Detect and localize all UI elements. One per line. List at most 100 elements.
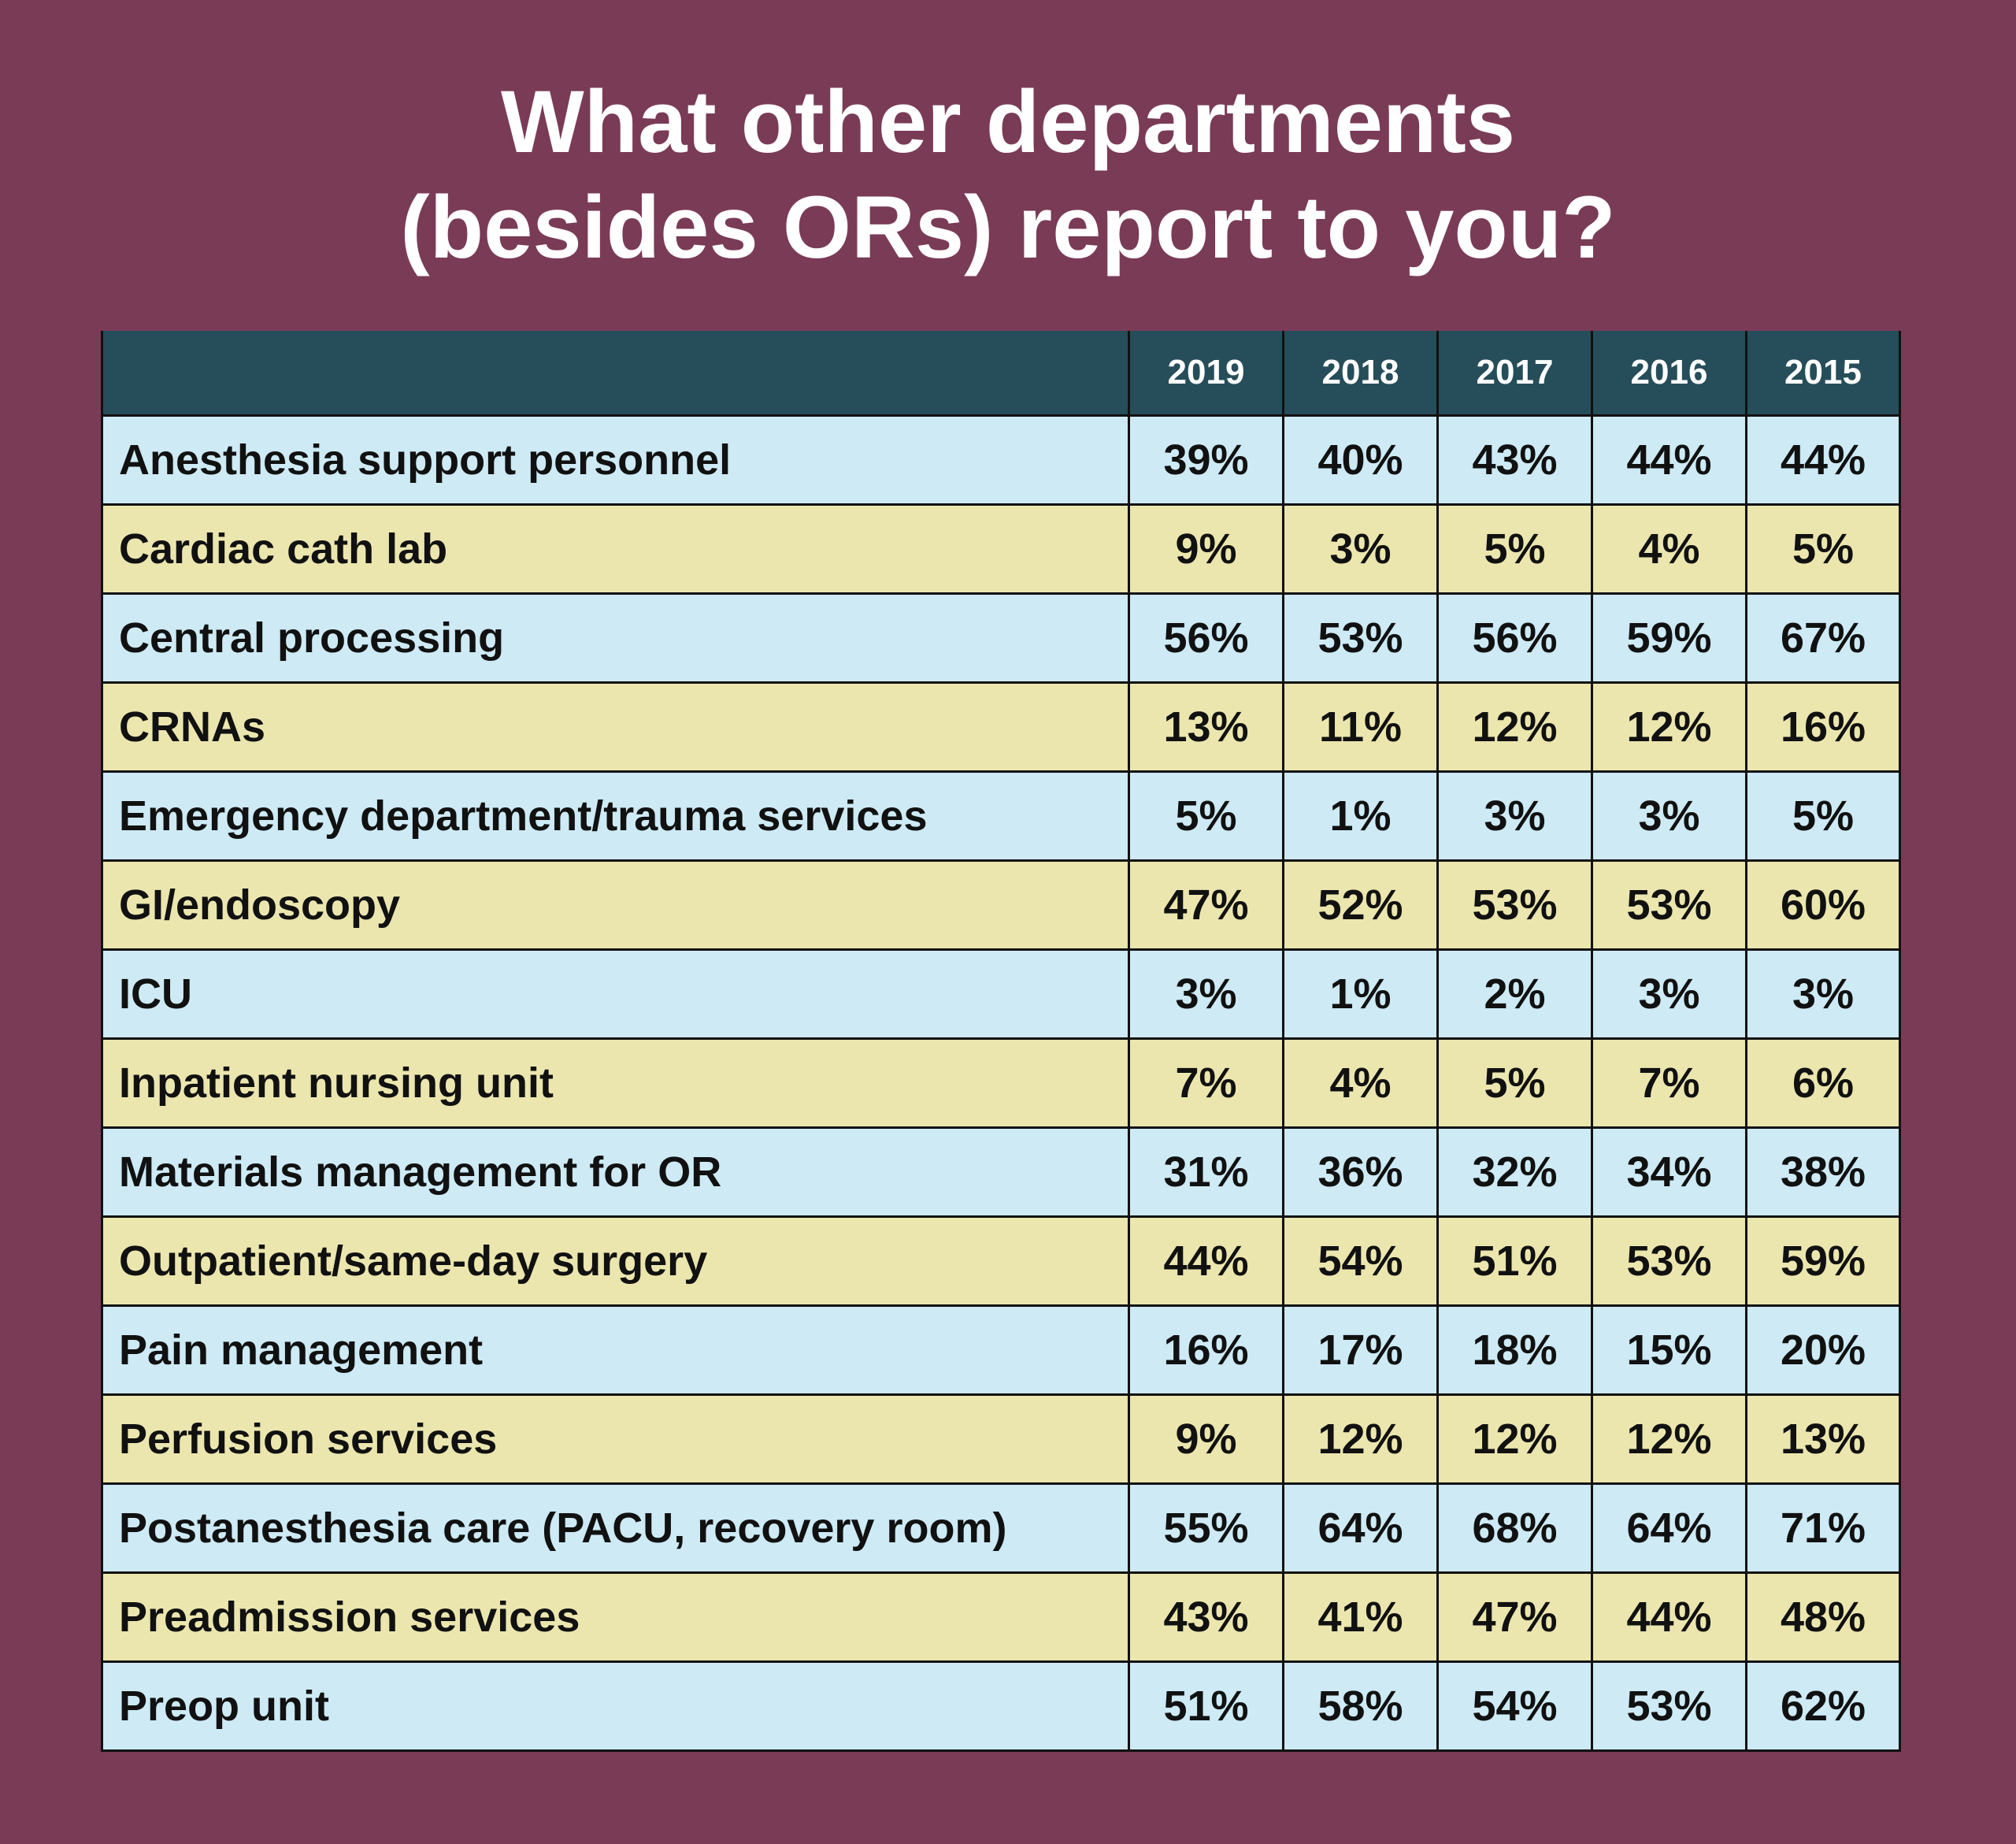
value-cell: 12%: [1591, 1393, 1747, 1485]
table-row: Cardiac cath lab 9% 3% 5% 4% 5%: [101, 503, 1901, 595]
table-row: Central processing 56% 53% 56% 59% 67%: [101, 592, 1901, 684]
value-cell: 5%: [1436, 503, 1593, 595]
table-row: Outpatient/same-day surgery 44% 54% 51% 53% 5…: [101, 1215, 1901, 1307]
value-cell: 3%: [1282, 503, 1439, 595]
value-cell: 13%: [1745, 1393, 1901, 1485]
value-cell: 31%: [1128, 1126, 1284, 1218]
value-cell: 51%: [1436, 1215, 1593, 1307]
row-label: ICU: [101, 948, 1130, 1040]
value-cell: 12%: [1436, 1393, 1593, 1485]
value-cell: 62%: [1745, 1660, 1901, 1752]
row-label: Cardiac cath lab: [101, 503, 1130, 595]
row-label: Preop unit: [101, 1660, 1130, 1752]
value-cell: 44%: [1591, 1571, 1747, 1663]
value-cell: 36%: [1282, 1126, 1439, 1218]
row-label: CRNAs: [101, 681, 1130, 773]
value-cell: 38%: [1745, 1126, 1901, 1218]
value-cell: 60%: [1745, 859, 1901, 951]
value-cell: 59%: [1745, 1215, 1901, 1307]
value-cell: 64%: [1591, 1482, 1747, 1574]
value-cell: 5%: [1745, 770, 1901, 862]
row-label: Perfusion services: [101, 1393, 1130, 1485]
table-row: Emergency department/trauma services 5% 1%…: [101, 770, 1901, 862]
value-cell: 48%: [1745, 1571, 1901, 1663]
value-cell: 5%: [1436, 1037, 1593, 1129]
value-cell: 3%: [1128, 948, 1284, 1040]
value-cell: 4%: [1282, 1037, 1439, 1129]
value-cell: 44%: [1591, 414, 1747, 506]
value-cell: 16%: [1745, 681, 1901, 773]
value-cell: 39%: [1128, 414, 1284, 506]
value-cell: 1%: [1282, 948, 1439, 1040]
value-cell: 56%: [1128, 592, 1284, 684]
value-cell: 5%: [1128, 770, 1284, 862]
column-header: 2017: [1436, 331, 1593, 416]
table-row: Materials management for OR 31% 36% 32% 34% 3…: [101, 1126, 1901, 1218]
value-cell: 53%: [1282, 592, 1439, 684]
value-cell: 44%: [1128, 1215, 1284, 1307]
value-cell: 3%: [1436, 770, 1593, 862]
row-label: Emergency department/trauma services: [101, 770, 1130, 862]
row-label: Central processing: [101, 592, 1130, 684]
value-cell: 34%: [1591, 1126, 1747, 1218]
row-label: Materials management for OR: [101, 1126, 1130, 1218]
value-cell: 53%: [1591, 1215, 1747, 1307]
row-label: Anesthesia support personnel: [101, 414, 1130, 506]
header-label-cell: [101, 331, 1130, 416]
value-cell: 44%: [1745, 414, 1901, 506]
value-cell: 54%: [1436, 1660, 1593, 1752]
column-header: 2015: [1745, 331, 1901, 416]
value-cell: 16%: [1128, 1304, 1284, 1396]
value-cell: 68%: [1436, 1482, 1593, 1574]
value-cell: 3%: [1745, 948, 1901, 1040]
row-label: Postanesthesia care (PACU, recovery room…: [101, 1482, 1130, 1574]
table-row: Pain management 16% 17% 18% 15% 20%: [101, 1304, 1901, 1396]
value-cell: 12%: [1282, 1393, 1439, 1485]
value-cell: 13%: [1128, 681, 1284, 773]
value-cell: 55%: [1128, 1482, 1284, 1574]
value-cell: 32%: [1436, 1126, 1593, 1218]
table-row: Preop unit 51% 58% 54% 53% 62%: [101, 1660, 1901, 1752]
table-row: ICU 3% 1% 2% 3% 3%: [101, 948, 1901, 1040]
value-cell: 59%: [1591, 592, 1747, 684]
table-row: Anesthesia support personnel 39% 40% 43% 44%…: [101, 414, 1901, 506]
value-cell: 3%: [1591, 770, 1747, 862]
value-cell: 43%: [1436, 414, 1593, 506]
value-cell: 5%: [1745, 503, 1901, 595]
value-cell: 6%: [1745, 1037, 1901, 1129]
column-header: 2019: [1128, 331, 1284, 416]
header-row: 2019 2018 2017 2016 2015: [101, 331, 1901, 416]
value-cell: 58%: [1282, 1660, 1439, 1752]
value-cell: 15%: [1591, 1304, 1747, 1396]
table-row: CRNAs 13% 11% 12% 12% 16%: [101, 681, 1901, 773]
table-row: Perfusion services 9% 12% 12% 12% 13%: [101, 1393, 1901, 1485]
data-table: 2019 2018 2017 2016 2015 Anesthesia supp…: [101, 331, 1901, 1752]
value-cell: 56%: [1436, 592, 1593, 684]
value-cell: 1%: [1282, 770, 1439, 862]
value-cell: 40%: [1282, 414, 1439, 506]
value-cell: 18%: [1436, 1304, 1593, 1396]
row-label: Outpatient/same-day surgery: [101, 1215, 1130, 1307]
value-cell: 7%: [1128, 1037, 1284, 1129]
value-cell: 71%: [1745, 1482, 1901, 1574]
value-cell: 53%: [1591, 859, 1747, 951]
value-cell: 67%: [1745, 592, 1901, 684]
value-cell: 53%: [1436, 859, 1593, 951]
row-label: GI/endoscopy: [101, 859, 1130, 951]
value-cell: 52%: [1282, 859, 1439, 951]
value-cell: 43%: [1128, 1571, 1284, 1663]
chart-title: What other departments (besides ORs) rep…: [0, 69, 2016, 280]
row-label: Preadmission services: [101, 1571, 1130, 1663]
value-cell: 53%: [1591, 1660, 1747, 1752]
value-cell: 54%: [1282, 1215, 1439, 1307]
value-cell: 7%: [1591, 1037, 1747, 1129]
table-row: Preadmission services 43% 41% 47% 44% 48%: [101, 1571, 1901, 1663]
value-cell: 47%: [1128, 859, 1284, 951]
chart-title-line-1: What other departments: [500, 72, 1516, 171]
value-cell: 4%: [1591, 503, 1747, 595]
value-cell: 47%: [1436, 1571, 1593, 1663]
value-cell: 51%: [1128, 1660, 1284, 1752]
value-cell: 64%: [1282, 1482, 1439, 1574]
row-label: Pain management: [101, 1304, 1130, 1396]
column-header: 2018: [1282, 331, 1439, 416]
